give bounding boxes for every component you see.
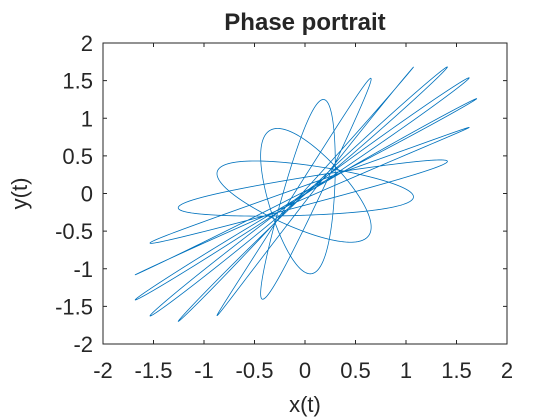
y-tick-label: -1 <box>73 257 93 282</box>
x-axis-ticks: -2 -1.5 -1 -0.5 0 0.5 1 1.5 2 <box>93 43 513 383</box>
y-axis-label: y(t) <box>7 178 32 210</box>
y-tick-label: 0 <box>81 182 93 207</box>
y-tick-label: 1.5 <box>62 69 93 94</box>
x-tick-label: -1 <box>194 358 214 383</box>
x-tick-label: 1 <box>400 358 412 383</box>
x-tick-label: 0.5 <box>340 358 371 383</box>
y-tick-label: -1.5 <box>55 294 93 319</box>
trajectory-layer <box>134 66 478 322</box>
y-tick-label: -0.5 <box>55 219 93 244</box>
y-axis-ticks: 2 1.5 1 0.5 0 -0.5 -1 -1.5 -2 <box>55 31 507 357</box>
y-tick-label: 1 <box>81 106 93 131</box>
y-tick-label: -2 <box>73 332 93 357</box>
y-tick-label: 0.5 <box>62 144 93 169</box>
x-axis-label: x(t) <box>289 392 321 417</box>
x-tick-label: 1.5 <box>441 358 472 383</box>
y-tick-label: 2 <box>81 31 93 56</box>
x-tick-label: -2 <box>93 358 113 383</box>
x-tick-label: -1.5 <box>135 358 173 383</box>
plot-area: -2 -1.5 -1 -0.5 0 0.5 1 1.5 2 2 1.5 1 0.5 0 -0.5 -1 -1.… <box>55 31 513 383</box>
x-tick-label: -0.5 <box>236 358 274 383</box>
x-tick-label: 2 <box>501 358 513 383</box>
trajectory-line <box>134 66 478 322</box>
chart-title: Phase portrait <box>224 9 385 36</box>
x-tick-label: 0 <box>299 358 311 383</box>
